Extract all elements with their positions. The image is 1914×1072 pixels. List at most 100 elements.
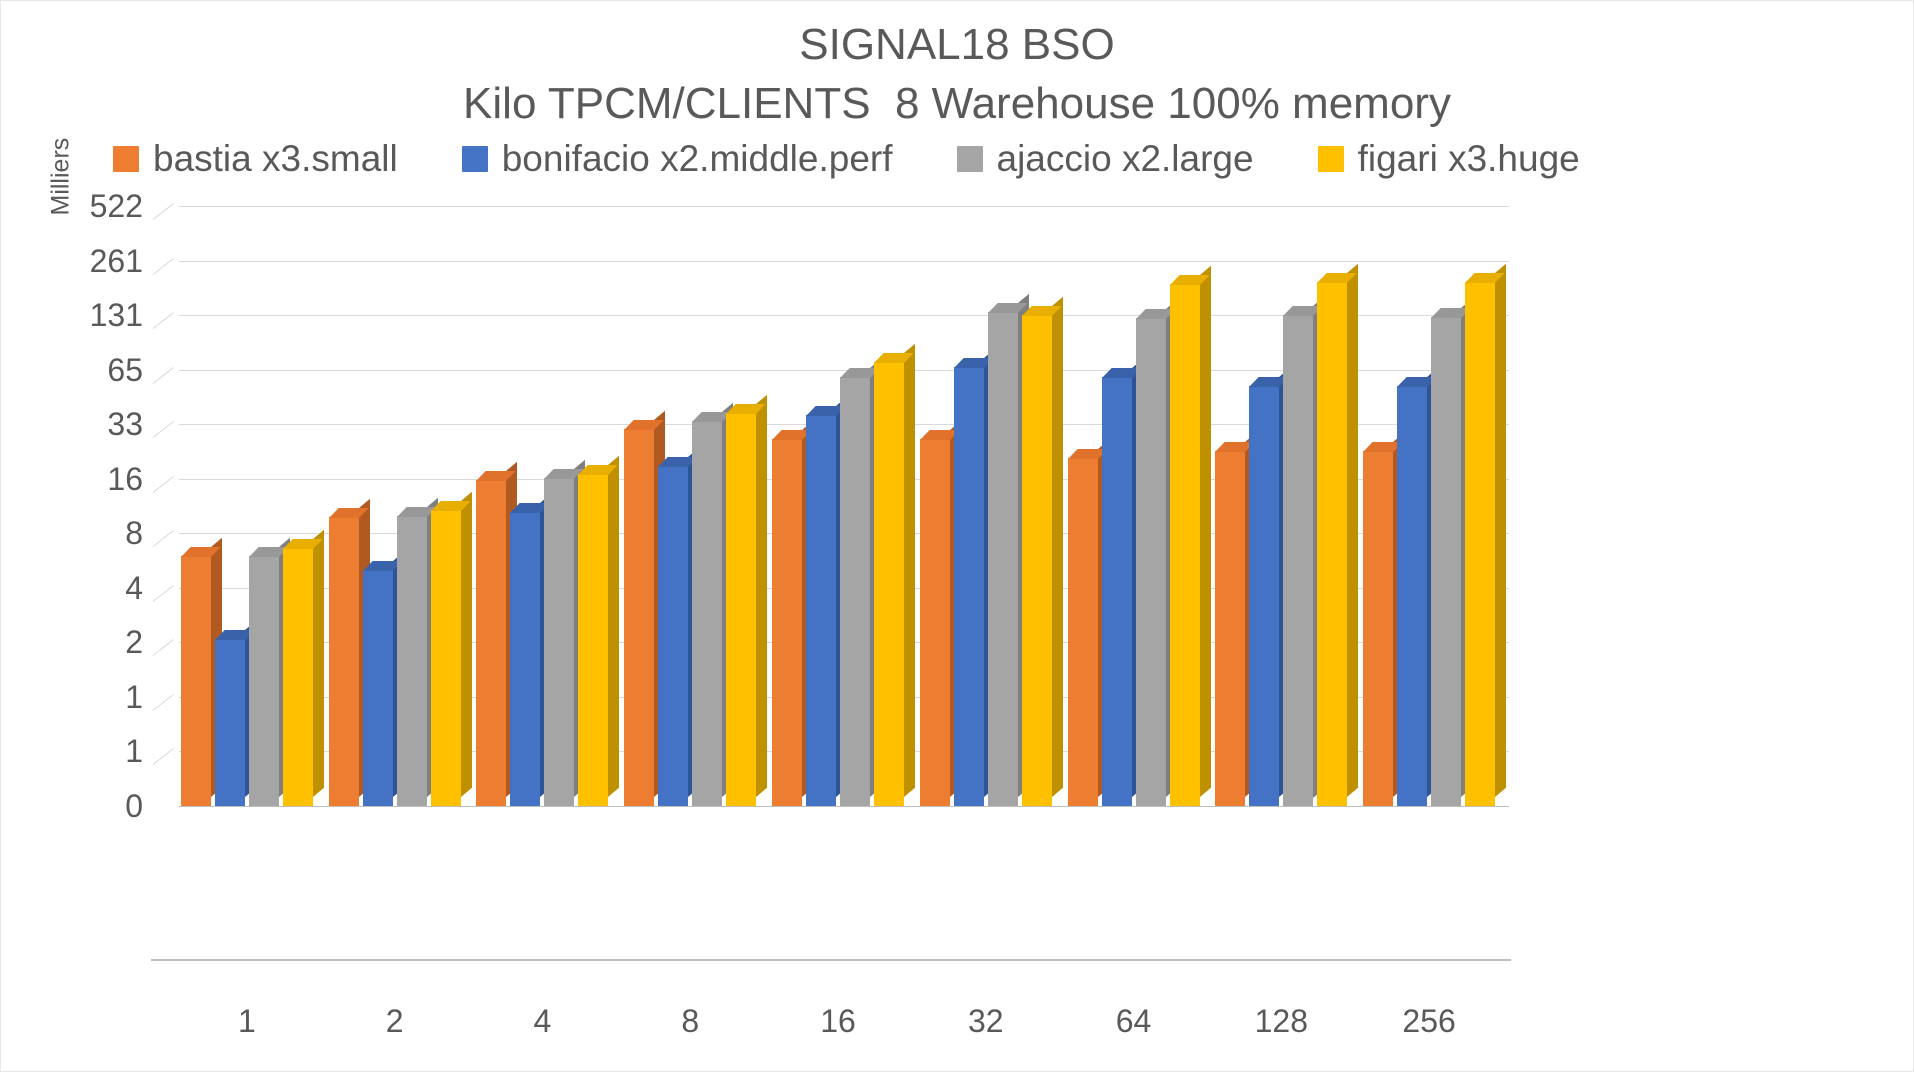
bar[interactable] (180, 537, 222, 806)
gridline-depth-tick (152, 475, 174, 493)
bar[interactable] (805, 396, 847, 806)
bar-front-face (873, 361, 904, 806)
legend-swatch-icon (113, 145, 139, 172)
gridline-depth-tick (152, 203, 174, 220)
x-axis-tick-label: 16 (820, 1003, 856, 1039)
bar-side-face (1051, 296, 1063, 797)
bar-group (1066, 206, 1214, 806)
chart-subtitle: Kilo TPCM/CLIENTS 8 Warehouse 100% memor… (463, 79, 1451, 128)
bar-front-face (771, 439, 802, 806)
bar[interactable] (362, 552, 404, 806)
bar[interactable] (726, 394, 768, 806)
gridline-depth-tick (152, 421, 174, 439)
bar[interactable] (328, 499, 370, 806)
bar-front-face (919, 439, 950, 806)
bar[interactable] (1215, 433, 1257, 806)
x-axis-tick-label: 8 (681, 1003, 700, 1039)
bar[interactable] (1317, 263, 1359, 806)
bar-side-face (1347, 263, 1359, 797)
bar-group (770, 206, 918, 806)
bar-group (327, 206, 475, 806)
bar-front-face (692, 420, 723, 806)
bar[interactable] (839, 359, 881, 806)
bar[interactable] (578, 455, 620, 806)
bar-front-face (987, 312, 1018, 806)
legend-item[interactable]: bastia x3.small (113, 140, 398, 177)
bar-front-face (726, 412, 757, 806)
bar-front-face (839, 377, 870, 806)
bar-front-face (953, 367, 984, 806)
bar-front-face (1101, 377, 1132, 806)
bar[interactable] (510, 493, 552, 806)
gridline-depth-tick (152, 257, 174, 275)
bar-front-face (1317, 281, 1348, 806)
bar-front-face (805, 414, 836, 806)
bar-group (475, 206, 623, 806)
bar-front-face (1283, 314, 1314, 806)
bar[interactable] (692, 402, 734, 806)
y-axis-tick-label: 4 (125, 569, 143, 606)
chart-title-block: SIGNAL18 BSO Kilo TPCM/CLIENTS 8 Warehou… (1, 15, 1913, 133)
bar-front-face (362, 570, 393, 806)
legend-item-label: bastia x3.small (153, 138, 398, 179)
gridline-depth-tick (152, 530, 174, 548)
bar[interactable] (282, 530, 324, 806)
bar[interactable] (1283, 296, 1325, 806)
y-axis-tick-label: 522 (89, 188, 143, 224)
gridline (179, 369, 1509, 371)
gridline (179, 260, 1509, 262)
plot-floor-line (179, 806, 1509, 807)
bar[interactable] (1249, 367, 1291, 806)
bar-group (1213, 206, 1361, 806)
bar[interactable] (624, 410, 666, 806)
bar-front-face (214, 638, 245, 806)
bar[interactable] (953, 349, 995, 806)
legend-item[interactable]: bonifacio x2.middle.perf (461, 140, 893, 177)
gridline-depth-tick (152, 694, 174, 711)
y-axis-tick-label: 65 (107, 351, 143, 388)
bar[interactable] (771, 421, 813, 806)
bar[interactable] (1465, 263, 1507, 806)
legend-item[interactable]: ajaccio x2.large (956, 140, 1254, 177)
bar-front-face (1169, 284, 1200, 806)
bar[interactable] (1135, 299, 1177, 806)
bar-front-face (396, 515, 427, 806)
bar[interactable] (873, 343, 915, 806)
bar-group (1361, 206, 1509, 806)
bar[interactable] (248, 537, 290, 806)
bar[interactable] (1021, 296, 1063, 806)
bar-front-face (624, 428, 655, 806)
bar-front-face (1135, 318, 1166, 806)
bar[interactable] (214, 620, 256, 806)
bar-side-face (460, 491, 472, 797)
bar[interactable] (1431, 298, 1473, 806)
bar-front-face (282, 548, 313, 806)
x-axis-tick-label: 64 (1115, 1003, 1152, 1039)
bar-front-face (328, 517, 359, 806)
bar[interactable] (1363, 433, 1405, 806)
bar[interactable] (1101, 359, 1143, 806)
legend-swatch-icon (461, 145, 488, 172)
y-axis-tick-label: 33 (107, 406, 143, 443)
y-axis-title-label: Milliers (46, 137, 75, 216)
x-axis-tick-label: 4 (533, 1003, 552, 1039)
bar[interactable] (544, 459, 586, 806)
bar[interactable] (1169, 266, 1211, 806)
bar[interactable] (987, 293, 1029, 806)
bar[interactable] (396, 497, 438, 806)
bar[interactable] (1067, 440, 1109, 806)
bar[interactable] (658, 447, 700, 806)
legend-item-label: figari x3.huge (1357, 138, 1580, 179)
legend-swatch-icon (956, 145, 983, 172)
y-axis-tick-label: 1 (125, 678, 143, 715)
legend-item[interactable]: figari x3.huge (1317, 138, 1580, 179)
bar[interactable] (1397, 367, 1439, 806)
y-axis-tick-labels: 522 261 131 65 33 16 8 4 2 1 1 0 (81, 190, 143, 826)
bar[interactable] (476, 461, 518, 806)
bar[interactable] (919, 421, 961, 806)
bar[interactable] (430, 491, 472, 806)
gridline-depth-tick (152, 748, 174, 766)
bar-group (622, 206, 770, 806)
gridline-depth-tick (152, 639, 174, 657)
